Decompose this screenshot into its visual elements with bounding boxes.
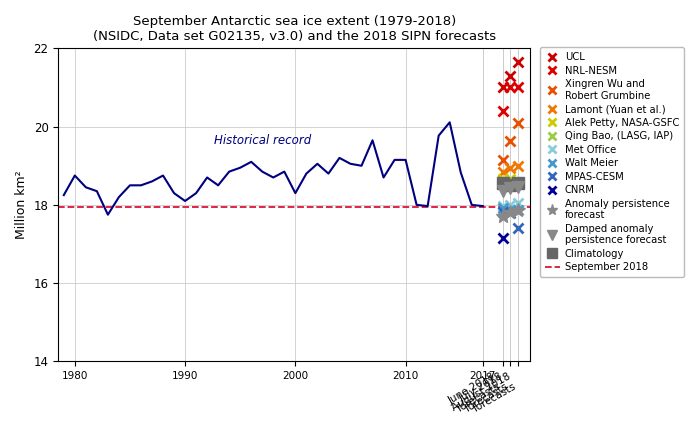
Y-axis label: Million km²: Million km² [15, 170, 28, 239]
Title: September Antarctic sea ice extent (1979-2018)
(NSIDC, Data set G02135, v3.0) an: September Antarctic sea ice extent (1979… [92, 15, 496, 43]
Legend: UCL, NRL-NESM, Xingren Wu and
Robert Grumbine, Lamont (Yuan et al.), Alek Petty,: UCL, NRL-NESM, Xingren Wu and Robert Gru… [540, 47, 685, 277]
Text: Historical record: Historical record [214, 134, 311, 147]
